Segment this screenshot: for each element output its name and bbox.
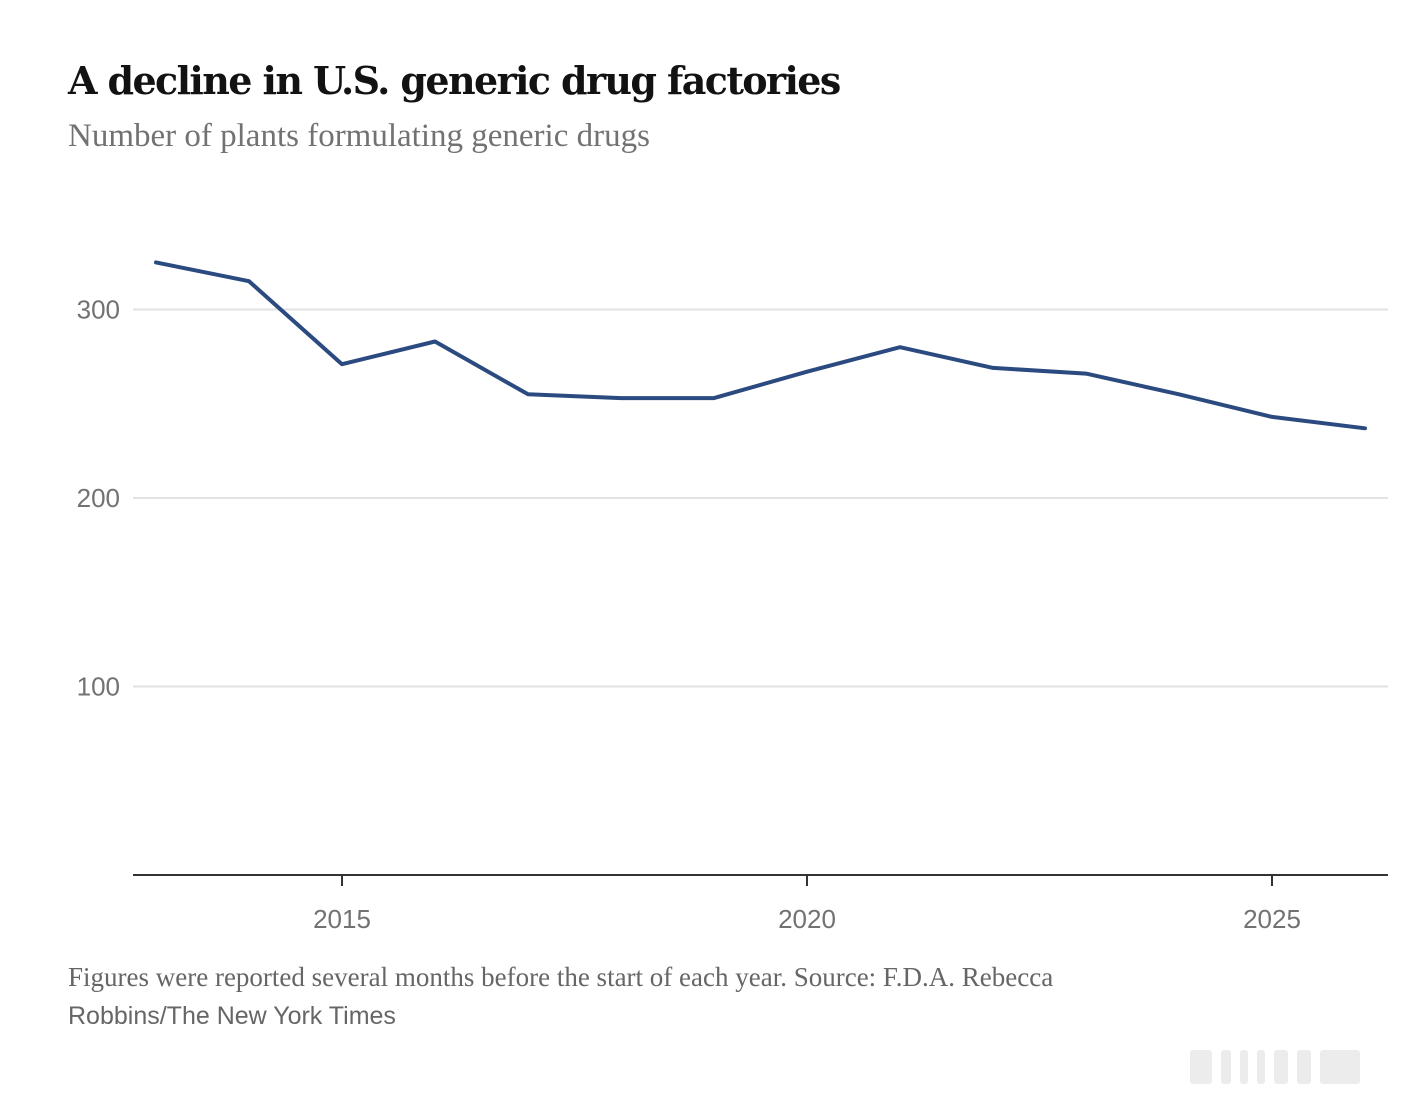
- watermark-mark: [1240, 1050, 1248, 1084]
- line-chart: 100 200 300 2015 2020 2025: [77, 260, 1388, 934]
- footnote: Figures were reported several months bef…: [68, 958, 1288, 1035]
- y-tick-label: 300: [77, 295, 120, 325]
- watermark-mark: [1297, 1050, 1311, 1084]
- gridlines: [133, 308, 1388, 688]
- x-tick-label: 2015: [313, 904, 371, 934]
- watermark-mark: [1320, 1050, 1360, 1084]
- watermark-mark: [1221, 1050, 1231, 1084]
- y-tick-label: 200: [77, 483, 120, 513]
- watermark-mark: [1257, 1050, 1265, 1084]
- credit-text: Robbins/The New York Times: [68, 1002, 396, 1030]
- series-line: [154, 260, 1367, 431]
- watermark: [1190, 1050, 1415, 1084]
- chart-title: A decline in U.S. generic drug factories: [68, 58, 841, 103]
- y-axis-ticks: 100 200 300: [77, 295, 120, 702]
- x-tick-label: 2025: [1243, 904, 1301, 934]
- watermark-mark: [1274, 1050, 1288, 1084]
- footnote-text: Figures were reported several months bef…: [68, 962, 1054, 992]
- y-tick-label: 100: [77, 672, 120, 702]
- watermark-mark: [1190, 1050, 1212, 1084]
- series-group: [154, 260, 1367, 431]
- chart-subtitle: Number of plants formulating generic dru…: [68, 118, 650, 154]
- x-axis-ticks: 2015 2020 2025: [313, 875, 1301, 934]
- x-tick-label: 2020: [778, 904, 836, 934]
